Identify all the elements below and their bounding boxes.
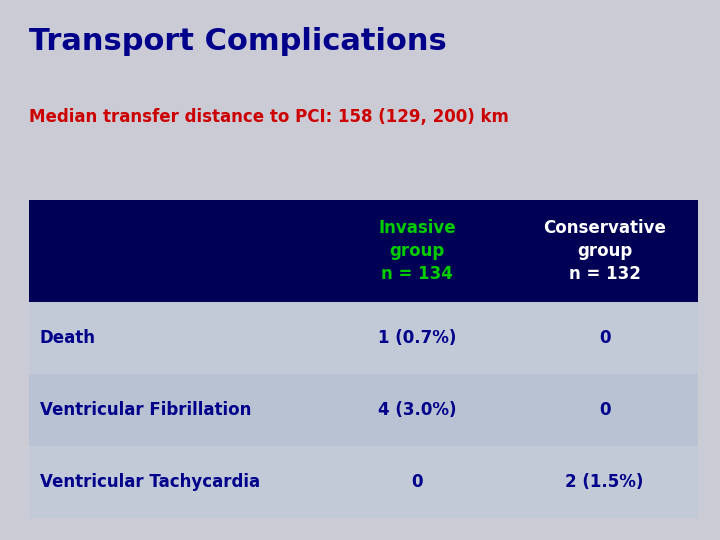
Text: Death: Death [40,329,96,347]
Text: Ventricular Fibrillation: Ventricular Fibrillation [40,401,251,420]
Text: Ventricular Tachycardia: Ventricular Tachycardia [40,474,260,491]
Text: 1 (0.7%): 1 (0.7%) [378,329,456,347]
Text: Transport Complications: Transport Complications [29,27,446,56]
Text: 0: 0 [599,401,611,420]
FancyBboxPatch shape [29,447,698,518]
Text: Invasive
group
n = 134: Invasive group n = 134 [378,219,456,283]
FancyBboxPatch shape [29,200,698,302]
FancyBboxPatch shape [29,302,698,374]
FancyBboxPatch shape [29,374,698,447]
Text: 0: 0 [411,474,423,491]
Text: 0: 0 [599,329,611,347]
Text: Median transfer distance to PCI: 158 (129, 200) km: Median transfer distance to PCI: 158 (12… [29,108,508,126]
Text: Conservative
group
n = 132: Conservative group n = 132 [543,219,666,283]
Text: 2 (1.5%): 2 (1.5%) [565,474,644,491]
Text: 4 (3.0%): 4 (3.0%) [378,401,456,420]
